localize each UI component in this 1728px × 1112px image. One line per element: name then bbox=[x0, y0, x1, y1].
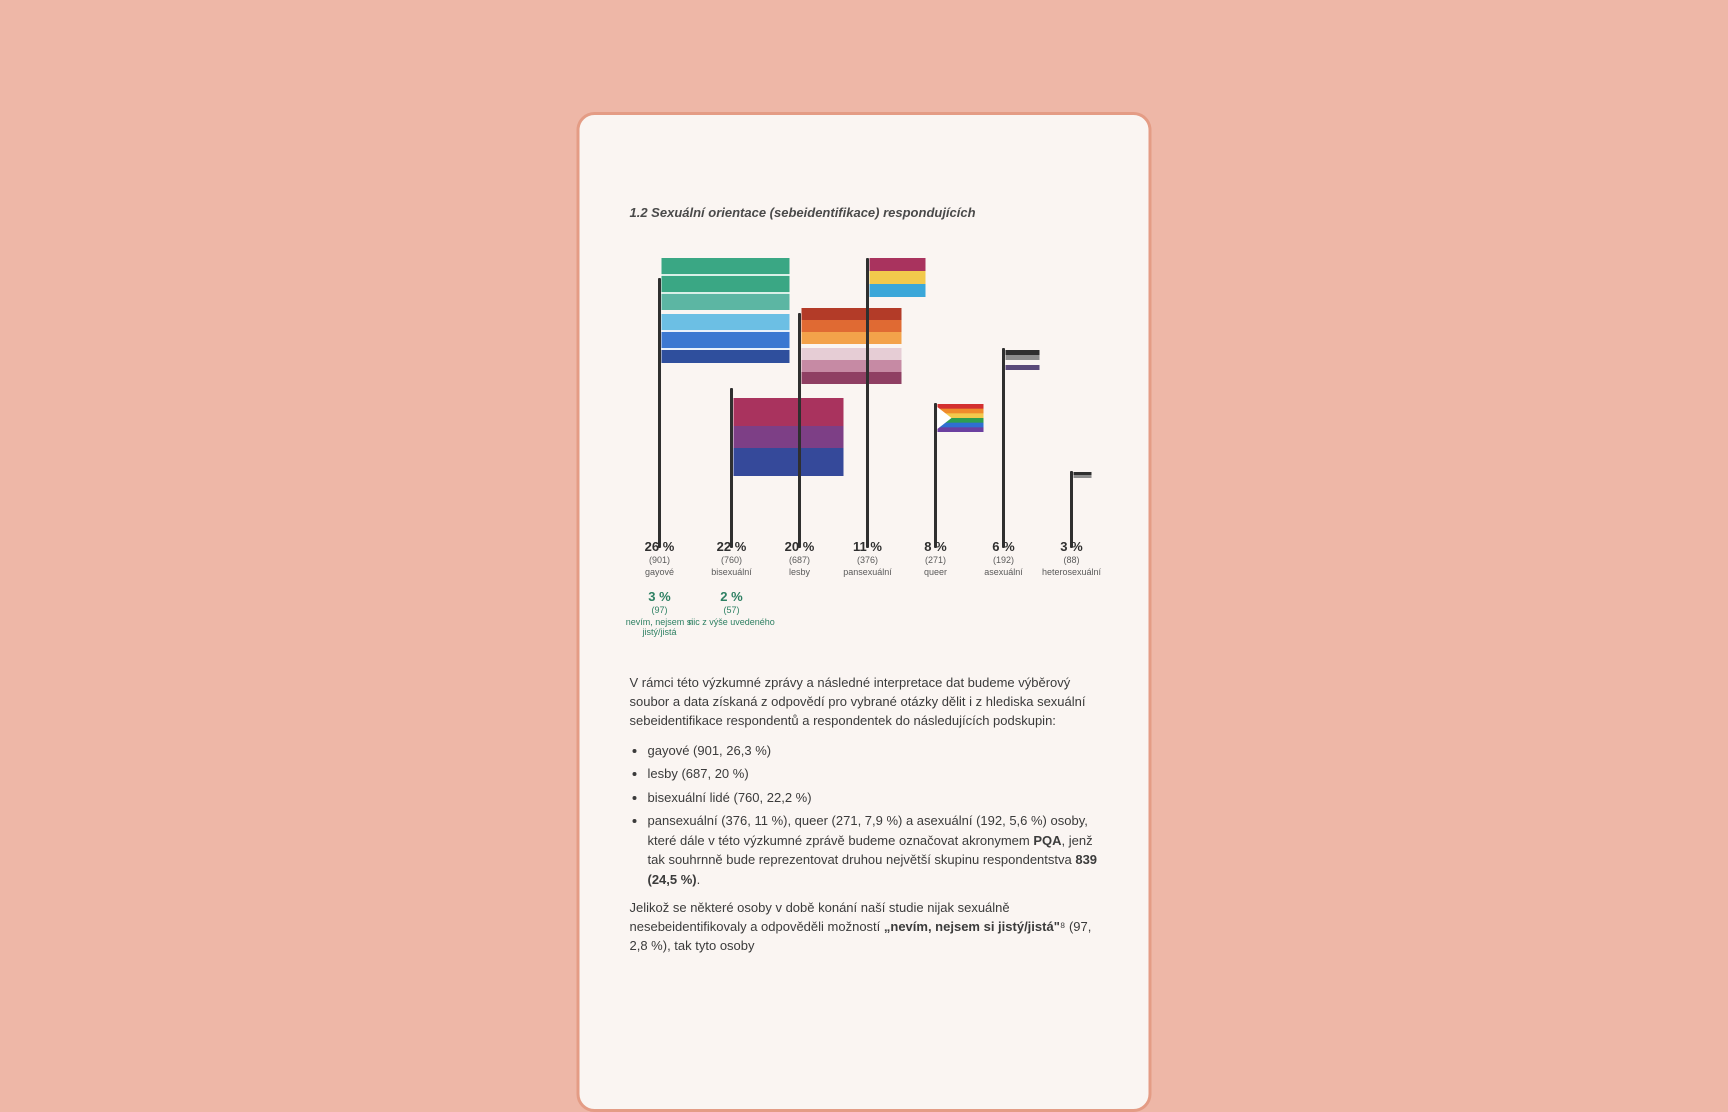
body-text: V rámci této výzkumné zprávy a následné … bbox=[630, 674, 1099, 956]
flag-stripe bbox=[661, 294, 789, 310]
category-label: nic z výše uvedeného bbox=[687, 618, 777, 628]
flag-stripe bbox=[801, 320, 901, 332]
chart-extras: 3 %(97)nevím, nejsem si jistý/jistá2 %(5… bbox=[630, 590, 1100, 640]
chart-label: 3 % (88)heterosexuální bbox=[1027, 540, 1117, 578]
flag-stripe bbox=[661, 314, 789, 330]
bullet-item: gayové (901, 26,3 %) bbox=[648, 741, 1099, 761]
flag-stripe bbox=[733, 398, 843, 426]
flag-stripe bbox=[869, 284, 925, 297]
bullet-item: pansexuální (376, 11 %), queer (271, 7,9… bbox=[648, 811, 1099, 889]
flag-pole bbox=[1002, 348, 1005, 548]
pct-label: 3 % bbox=[1027, 540, 1117, 553]
category-label: heterosexuální bbox=[1027, 568, 1117, 578]
outro-paragraph: Jelikož se některé osoby v době konání n… bbox=[630, 899, 1099, 956]
section-title: 1.2 Sexuální orientace (sebeidentifikace… bbox=[630, 205, 1099, 220]
count-label: (57) bbox=[687, 605, 777, 617]
flag-stripe bbox=[801, 360, 901, 372]
flag-stripe bbox=[733, 426, 843, 448]
flag-stripe bbox=[801, 308, 901, 320]
flag-pole bbox=[866, 258, 869, 548]
bullet-item: lesby (687, 20 %) bbox=[648, 764, 1099, 784]
flag-stripe bbox=[661, 258, 789, 274]
flag-stripe bbox=[1073, 478, 1091, 481]
flag-pole bbox=[1070, 471, 1073, 548]
extra-label: 2 % (57)nic z výše uvedeného bbox=[687, 590, 777, 628]
flag-stripe bbox=[801, 372, 901, 384]
count-label: (88) bbox=[1027, 555, 1117, 567]
flag-stripe bbox=[869, 271, 925, 284]
flag-stripe bbox=[1005, 365, 1039, 370]
flag-stripe bbox=[801, 348, 901, 360]
flag-stripe bbox=[661, 350, 789, 363]
bullet-list: gayové (901, 26,3 %) lesby (687, 20 %) bis… bbox=[630, 741, 1099, 890]
flag-bar-chart: 26 %(901)gayové22 %(760)bisexuální20 %(6… bbox=[630, 238, 1100, 578]
intro-paragraph: V rámci této výzkumné zprávy a následné … bbox=[630, 674, 1099, 731]
flag-stripe bbox=[661, 276, 789, 292]
flag-stripe bbox=[661, 332, 789, 348]
flag-stripe bbox=[869, 258, 925, 271]
flag-stripe bbox=[801, 332, 901, 344]
flag-stripe bbox=[733, 448, 843, 476]
progress-pride-flag-icon bbox=[937, 404, 983, 432]
bullet-item: bisexuální lidé (760, 22,2 %) bbox=[648, 788, 1099, 808]
document-page: 1.2 Sexuální orientace (sebeidentifikace… bbox=[577, 112, 1152, 1112]
pct-label: 2 % bbox=[687, 590, 777, 603]
